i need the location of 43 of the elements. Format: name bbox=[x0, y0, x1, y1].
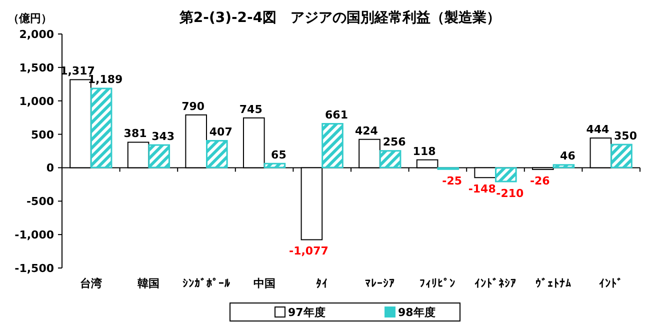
x-tick-label: ﾏﾚｰｼｱ bbox=[364, 277, 395, 290]
y-tick-label: 0 bbox=[46, 162, 54, 175]
x-tick-label: 中国 bbox=[253, 277, 276, 290]
data-label: 65 bbox=[271, 148, 286, 162]
x-tick-label: ｼﾝｶﾞﾎﾟｰﾙ bbox=[182, 277, 230, 290]
y-tick-label: -1,500 bbox=[14, 262, 54, 275]
x-tick-label: ﾀｲ bbox=[316, 277, 328, 290]
data-label: -1,077 bbox=[289, 244, 328, 258]
y-tick-label: -1,000 bbox=[14, 228, 54, 242]
y-tick-label: 2,000 bbox=[19, 28, 54, 41]
x-tick-label: 韓国 bbox=[138, 277, 160, 290]
legend-item: 97年度 bbox=[274, 306, 326, 319]
y-tick-label: -500 bbox=[26, 195, 54, 208]
data-label: -148 bbox=[468, 182, 496, 196]
data-label: -25 bbox=[442, 174, 462, 188]
chart-title: 第2-(3)-2-4図 アジアの国別経常利益（製造業） bbox=[178, 10, 501, 26]
data-label: 424 bbox=[355, 124, 378, 138]
data-label: 46 bbox=[560, 150, 576, 163]
legend-label: 98年度 bbox=[398, 306, 436, 319]
y-axis-title: （億円） bbox=[8, 12, 52, 25]
legend-item: 98年度 bbox=[384, 306, 436, 319]
legend-label: 97年度 bbox=[288, 306, 326, 319]
x-tick-label: ｳﾞｪﾄﾅﾑ bbox=[535, 277, 572, 290]
data-label: -26 bbox=[530, 174, 550, 188]
data-label: 256 bbox=[382, 136, 406, 149]
y-tick-label: 500 bbox=[31, 128, 54, 142]
data-label: 343 bbox=[152, 130, 175, 143]
x-tick-label: ｲﾝﾄﾞ bbox=[599, 277, 624, 290]
data-label: 790 bbox=[182, 100, 205, 113]
data-label: 661 bbox=[325, 108, 348, 122]
data-label: 381 bbox=[124, 127, 147, 140]
y-tick-label: 1,000 bbox=[19, 94, 54, 108]
y-tick-label: 1,500 bbox=[19, 61, 54, 74]
data-label: 118 bbox=[412, 144, 436, 158]
x-tick-label: ｲﾝﾄﾞﾈｼｱ bbox=[474, 277, 516, 290]
x-tick-label: ﾌｨﾘﾋﾟﾝ bbox=[420, 277, 456, 290]
data-label: 407 bbox=[209, 126, 232, 139]
data-label: -210 bbox=[496, 186, 524, 200]
data-label: 1,189 bbox=[88, 73, 123, 86]
x-tick-label: 台湾 bbox=[80, 277, 103, 290]
data-label: 350 bbox=[614, 129, 638, 142]
data-label: 745 bbox=[239, 102, 262, 116]
data-label: 444 bbox=[586, 123, 610, 136]
